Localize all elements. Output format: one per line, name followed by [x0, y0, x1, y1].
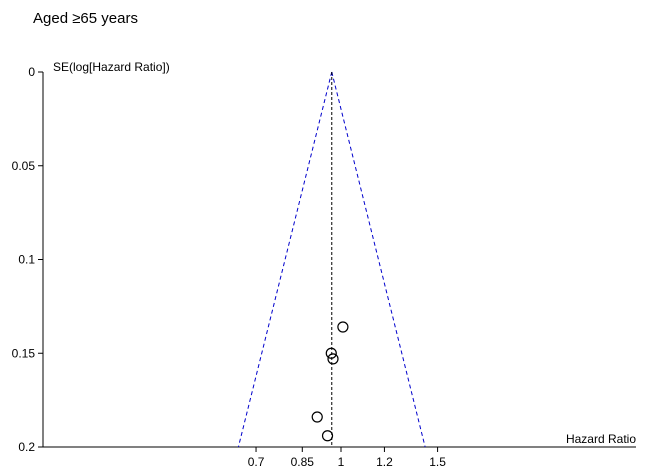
- study-point: [311, 411, 323, 423]
- y-tick-label: 0.2: [18, 440, 35, 454]
- y-tick-label: 0.1: [18, 253, 35, 267]
- study-point: [321, 430, 334, 442]
- funnel: [237, 71, 426, 448]
- study-point: [327, 353, 339, 365]
- x-tick-label: 0.7: [248, 455, 265, 469]
- y-tick-label: 0.05: [12, 159, 36, 173]
- x-tick-label: 1.5: [429, 455, 446, 469]
- y-axis-label: SE(log[Hazard Ratio]): [53, 60, 170, 74]
- y-tick-label: 0.15: [12, 346, 36, 360]
- x-tick-label: 1: [338, 455, 345, 469]
- x-axis-label: Hazard Ratio: [566, 432, 636, 446]
- study-point: [325, 347, 337, 359]
- study-point: [337, 321, 349, 333]
- funnel-right-limit: [331, 71, 426, 448]
- funnel-left-limit: [237, 71, 333, 448]
- axes: 0 0.05 0.1 0.15 0.2 0.7 0.85 1 1.2 1.5: [12, 65, 636, 469]
- marks: [311, 321, 349, 442]
- x-tick-label: 1.2: [376, 455, 393, 469]
- chart-title: Aged ≥65 years: [33, 10, 138, 27]
- y-tick-label: 0: [28, 65, 35, 79]
- x-tick-label: 0.85: [291, 455, 315, 469]
